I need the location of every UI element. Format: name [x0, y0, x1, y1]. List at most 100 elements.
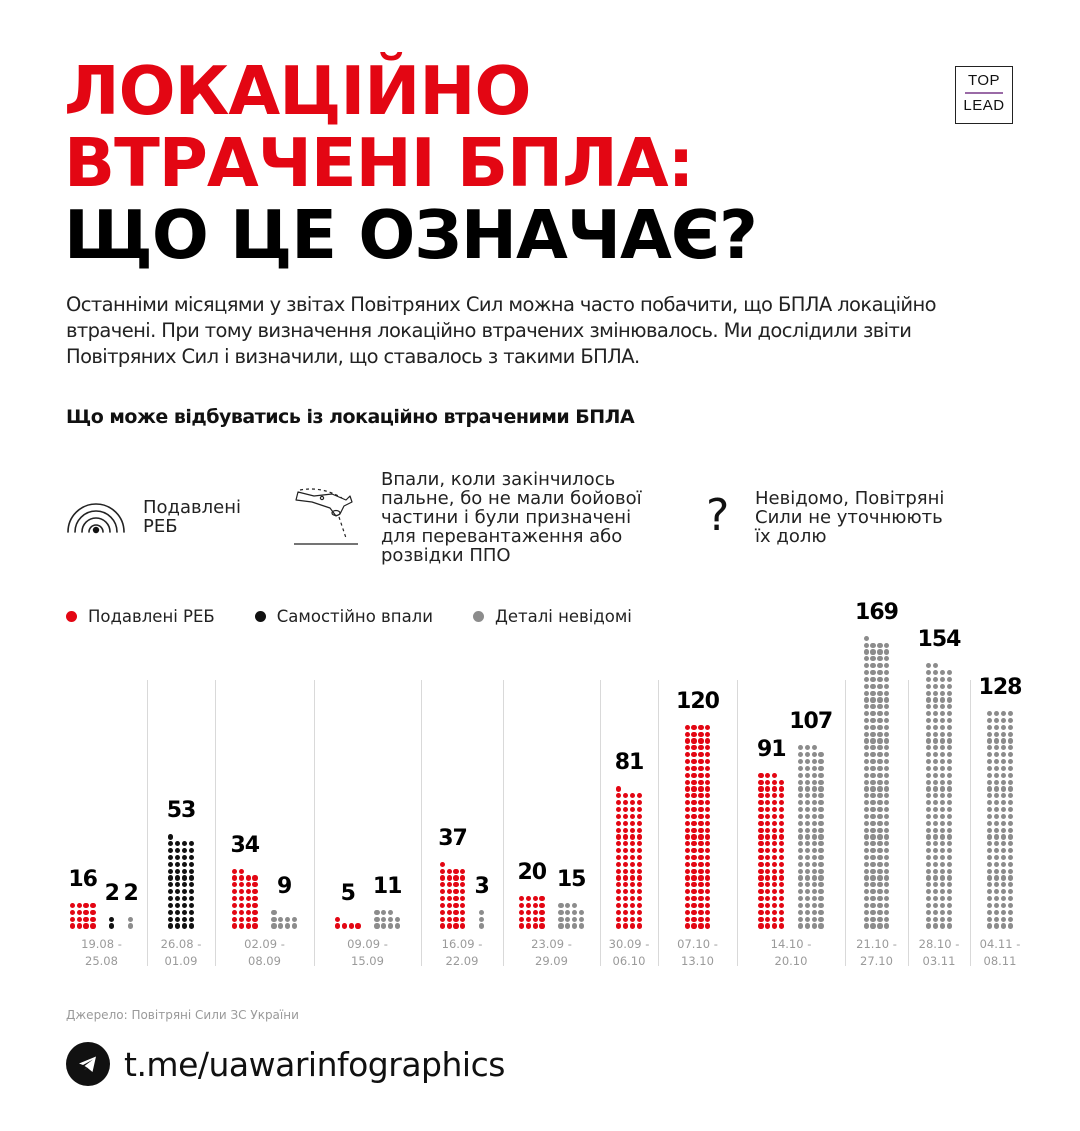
- data-dot: [778, 861, 785, 867]
- data-dot: [231, 902, 238, 909]
- data-dot: [877, 800, 883, 806]
- data-dot: [629, 827, 635, 833]
- data-dot: [1007, 724, 1013, 730]
- data-dot: [1007, 800, 1013, 806]
- data-dot: [636, 793, 642, 799]
- data-dot: [939, 731, 945, 737]
- data-dot: [946, 834, 952, 840]
- data-dot: [1000, 813, 1006, 819]
- data-dot: [870, 909, 876, 915]
- data-dot: [818, 902, 824, 909]
- data-dot: [758, 889, 764, 895]
- data-dot: [877, 854, 883, 861]
- data-dot: [870, 765, 876, 772]
- data-dot: [705, 827, 711, 833]
- data-dot: [811, 765, 817, 772]
- data-dot: [811, 902, 817, 909]
- week-divider: [314, 680, 315, 966]
- data-dot: [765, 916, 771, 922]
- data-dot: [1007, 868, 1013, 874]
- data-dot: [636, 882, 642, 888]
- data-dot: [863, 738, 869, 744]
- data-dot: [174, 861, 181, 867]
- data-dot: [684, 896, 690, 902]
- data-dot: [804, 882, 810, 888]
- telegram-link[interactable]: t.me/uawarinfographics: [66, 1042, 505, 1086]
- data-dot: [870, 875, 876, 881]
- data-dot: [993, 786, 1000, 792]
- data-dot: [439, 882, 445, 888]
- count-label: 53: [166, 798, 197, 824]
- data-dot: [877, 827, 883, 833]
- data-dot: [558, 916, 564, 922]
- data-dot: [987, 909, 993, 915]
- data-dot: [797, 752, 803, 758]
- data-dot: [698, 868, 704, 874]
- data-dot: [863, 711, 869, 717]
- data-dot: [884, 786, 890, 792]
- data-dot: [939, 793, 945, 799]
- week-start: 30.09 -: [608, 937, 650, 951]
- data-dot: [804, 827, 810, 833]
- data-dot: [939, 834, 945, 840]
- data-dot: [811, 923, 817, 929]
- data-dot: [797, 772, 803, 778]
- data-dot: [818, 759, 824, 765]
- data-dot: [932, 813, 939, 819]
- data-dot: [684, 813, 690, 819]
- data-dot: [1000, 752, 1006, 758]
- data-dot: [174, 902, 181, 909]
- data-dot: [877, 889, 883, 895]
- data-dot: [870, 848, 876, 854]
- data-dot: [629, 875, 635, 881]
- title-line-3: ЩО ЦЕ ОЗНАЧАЄ?: [64, 196, 758, 274]
- data-dot: [1007, 793, 1013, 799]
- falling-drone-icon: [294, 488, 358, 545]
- data-dot: [863, 752, 869, 758]
- telegram-link-text[interactable]: t.me/uawarinfographics: [124, 1044, 505, 1084]
- data-dot: [772, 841, 778, 847]
- data-dot: [818, 779, 824, 785]
- data-dot: [932, 697, 939, 703]
- data-dot: [1007, 861, 1013, 867]
- data-dot: [174, 875, 181, 881]
- data-dot: [987, 711, 993, 717]
- data-dot: [993, 711, 1000, 717]
- data-dot: [765, 902, 771, 909]
- data-dot: [884, 724, 890, 730]
- data-dot: [884, 889, 890, 895]
- data-dot: [884, 717, 890, 724]
- data-dot: [181, 848, 187, 854]
- data-dot: [870, 923, 876, 929]
- data-dot: [238, 889, 244, 895]
- data-dot: [181, 889, 187, 895]
- data-dot: [797, 745, 803, 751]
- data-dot: [863, 916, 869, 922]
- data-dot: [453, 896, 459, 902]
- data-dot: [698, 902, 704, 909]
- data-dot: [804, 779, 810, 785]
- data-dot: [939, 779, 945, 785]
- week-end: 20.10: [774, 954, 808, 968]
- count-label: 91: [756, 736, 787, 762]
- data-dot: [765, 868, 771, 874]
- data-dot: [797, 923, 803, 929]
- data-dot: [765, 896, 771, 902]
- data-dot: [83, 909, 89, 915]
- data-dot: [698, 916, 704, 922]
- week-start: 04.11 -: [979, 937, 1021, 951]
- data-dot: [572, 902, 578, 909]
- data-dot: [174, 854, 181, 861]
- data-dot: [622, 909, 629, 915]
- data-dot: [797, 875, 803, 881]
- data-dot: [616, 813, 622, 819]
- data-dot: [993, 738, 1000, 744]
- data-dot: [691, 759, 697, 765]
- data-dot: [811, 834, 817, 840]
- data-dot: [629, 868, 635, 874]
- data-dot: [778, 889, 785, 895]
- data-dot: [939, 902, 945, 909]
- data-dot: [863, 779, 869, 785]
- data-dot: [188, 861, 194, 867]
- data-dot: [460, 882, 466, 888]
